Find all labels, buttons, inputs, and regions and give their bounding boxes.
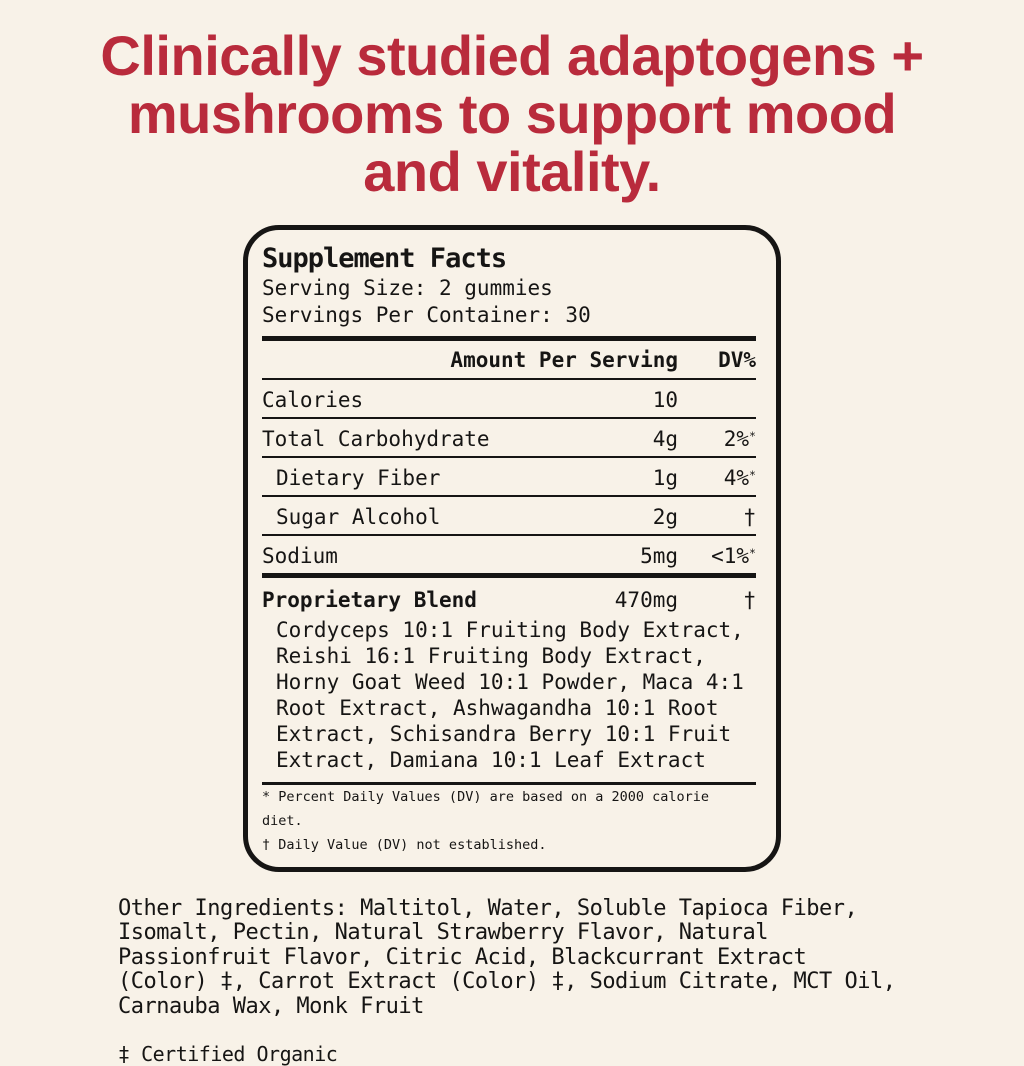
nutrient-name: Sugar Alcohol <box>276 504 441 529</box>
nutrient-name: Calories <box>262 387 364 412</box>
dv-dagger: † <box>743 504 756 529</box>
row-total-carbohydrate: Total Carbohydrate 4g 2%* <box>262 419 756 458</box>
nutrient-amount: 5mg <box>640 543 678 568</box>
nutrient-dv: † <box>678 505 756 529</box>
blend-dagger: † <box>743 587 756 612</box>
other-ingredients-line-4: (Color) ‡, Carrot Extract (Color) ‡, Sod… <box>118 969 896 995</box>
blend-amount: 470mg <box>614 587 678 612</box>
column-header-row: Amount Per Serving DV% <box>262 341 756 380</box>
headline: Clinically studied adaptogens + mushroom… <box>0 0 1024 202</box>
nutrient-amount: 1g <box>652 465 678 490</box>
footnote-daily-values: * Percent Daily Values (DV) are based on… <box>262 788 710 829</box>
footnote-dv-not-established: † Daily Value (DV) not established. <box>262 836 547 853</box>
dv-value: 2% <box>723 426 750 451</box>
dv-asterisk: * <box>749 467 756 482</box>
dv-value: 4% <box>723 465 750 490</box>
servings-per-container: Servings Per Container: 30 <box>262 302 591 327</box>
column-header-amount: Amount Per Serving <box>450 347 678 372</box>
nutrient-name: Total Carbohydrate <box>262 426 490 451</box>
dv-asterisk: * <box>749 545 756 560</box>
other-ingredients-line-5: Carnauba Wax, Monk Fruit <box>118 993 424 1019</box>
nutrient-amount: 2g <box>652 504 678 529</box>
nutrient-name: Sodium <box>262 543 338 568</box>
dv-asterisk: * <box>749 428 756 443</box>
divider-thick-middle <box>262 572 756 578</box>
nutrient-amount: 4g <box>652 426 678 451</box>
nutrient-dv: <1%* <box>678 544 756 568</box>
other-ingredients-line-1: Other Ingredients: Maltitol, Water, Solu… <box>118 895 858 921</box>
row-dietary-fiber: Dietary Fiber 1g 4%* <box>262 458 756 497</box>
nutrient-dv: 2%* <box>678 427 756 451</box>
column-header-dv: DV% <box>718 347 756 372</box>
other-ingredients-line-2: Isomalt, Pectin, Natural Strawberry Flav… <box>118 920 769 946</box>
dv-value: <1% <box>711 543 750 568</box>
supplement-facts-title: Supplement Facts <box>262 242 507 274</box>
row-sodium: Sodium 5mg <1%* <box>262 536 756 573</box>
blend-name: Proprietary Blend <box>262 587 477 612</box>
headline-line-1: Clinically studied adaptogens + <box>100 24 924 87</box>
supplement-facts-panel: Supplement Facts Serving Size: 2 gummies… <box>243 224 781 872</box>
nutrient-amount: 10 <box>652 387 678 412</box>
blend-ingredients: Cordyceps 10:1 Fruiting Body Extract, Re… <box>276 617 744 772</box>
headline-line-3: and vitality. <box>363 140 661 204</box>
certified-organic-note: ‡ Certified Organic <box>118 1042 338 1066</box>
divider-footnotes <box>262 781 756 785</box>
row-proprietary-blend: Proprietary Blend 470mg † <box>262 578 756 614</box>
nutrient-dv: 4%* <box>678 466 756 490</box>
nutrient-name: Dietary Fiber <box>276 465 441 490</box>
serving-size: Serving Size: 2 gummies <box>262 275 553 300</box>
row-sugar-alcohol: Sugar Alcohol 2g † <box>262 497 756 536</box>
divider-thick-top <box>262 335 756 341</box>
other-ingredients-line-3: Passionfruit Flavor, Citric Acid, Blackc… <box>118 944 807 970</box>
row-calories: Calories 10 <box>262 380 756 419</box>
headline-line-2: mushrooms to support mood <box>127 82 897 146</box>
other-ingredients: Other Ingredients: Maltitol, Water, Solu… <box>118 895 1024 1020</box>
